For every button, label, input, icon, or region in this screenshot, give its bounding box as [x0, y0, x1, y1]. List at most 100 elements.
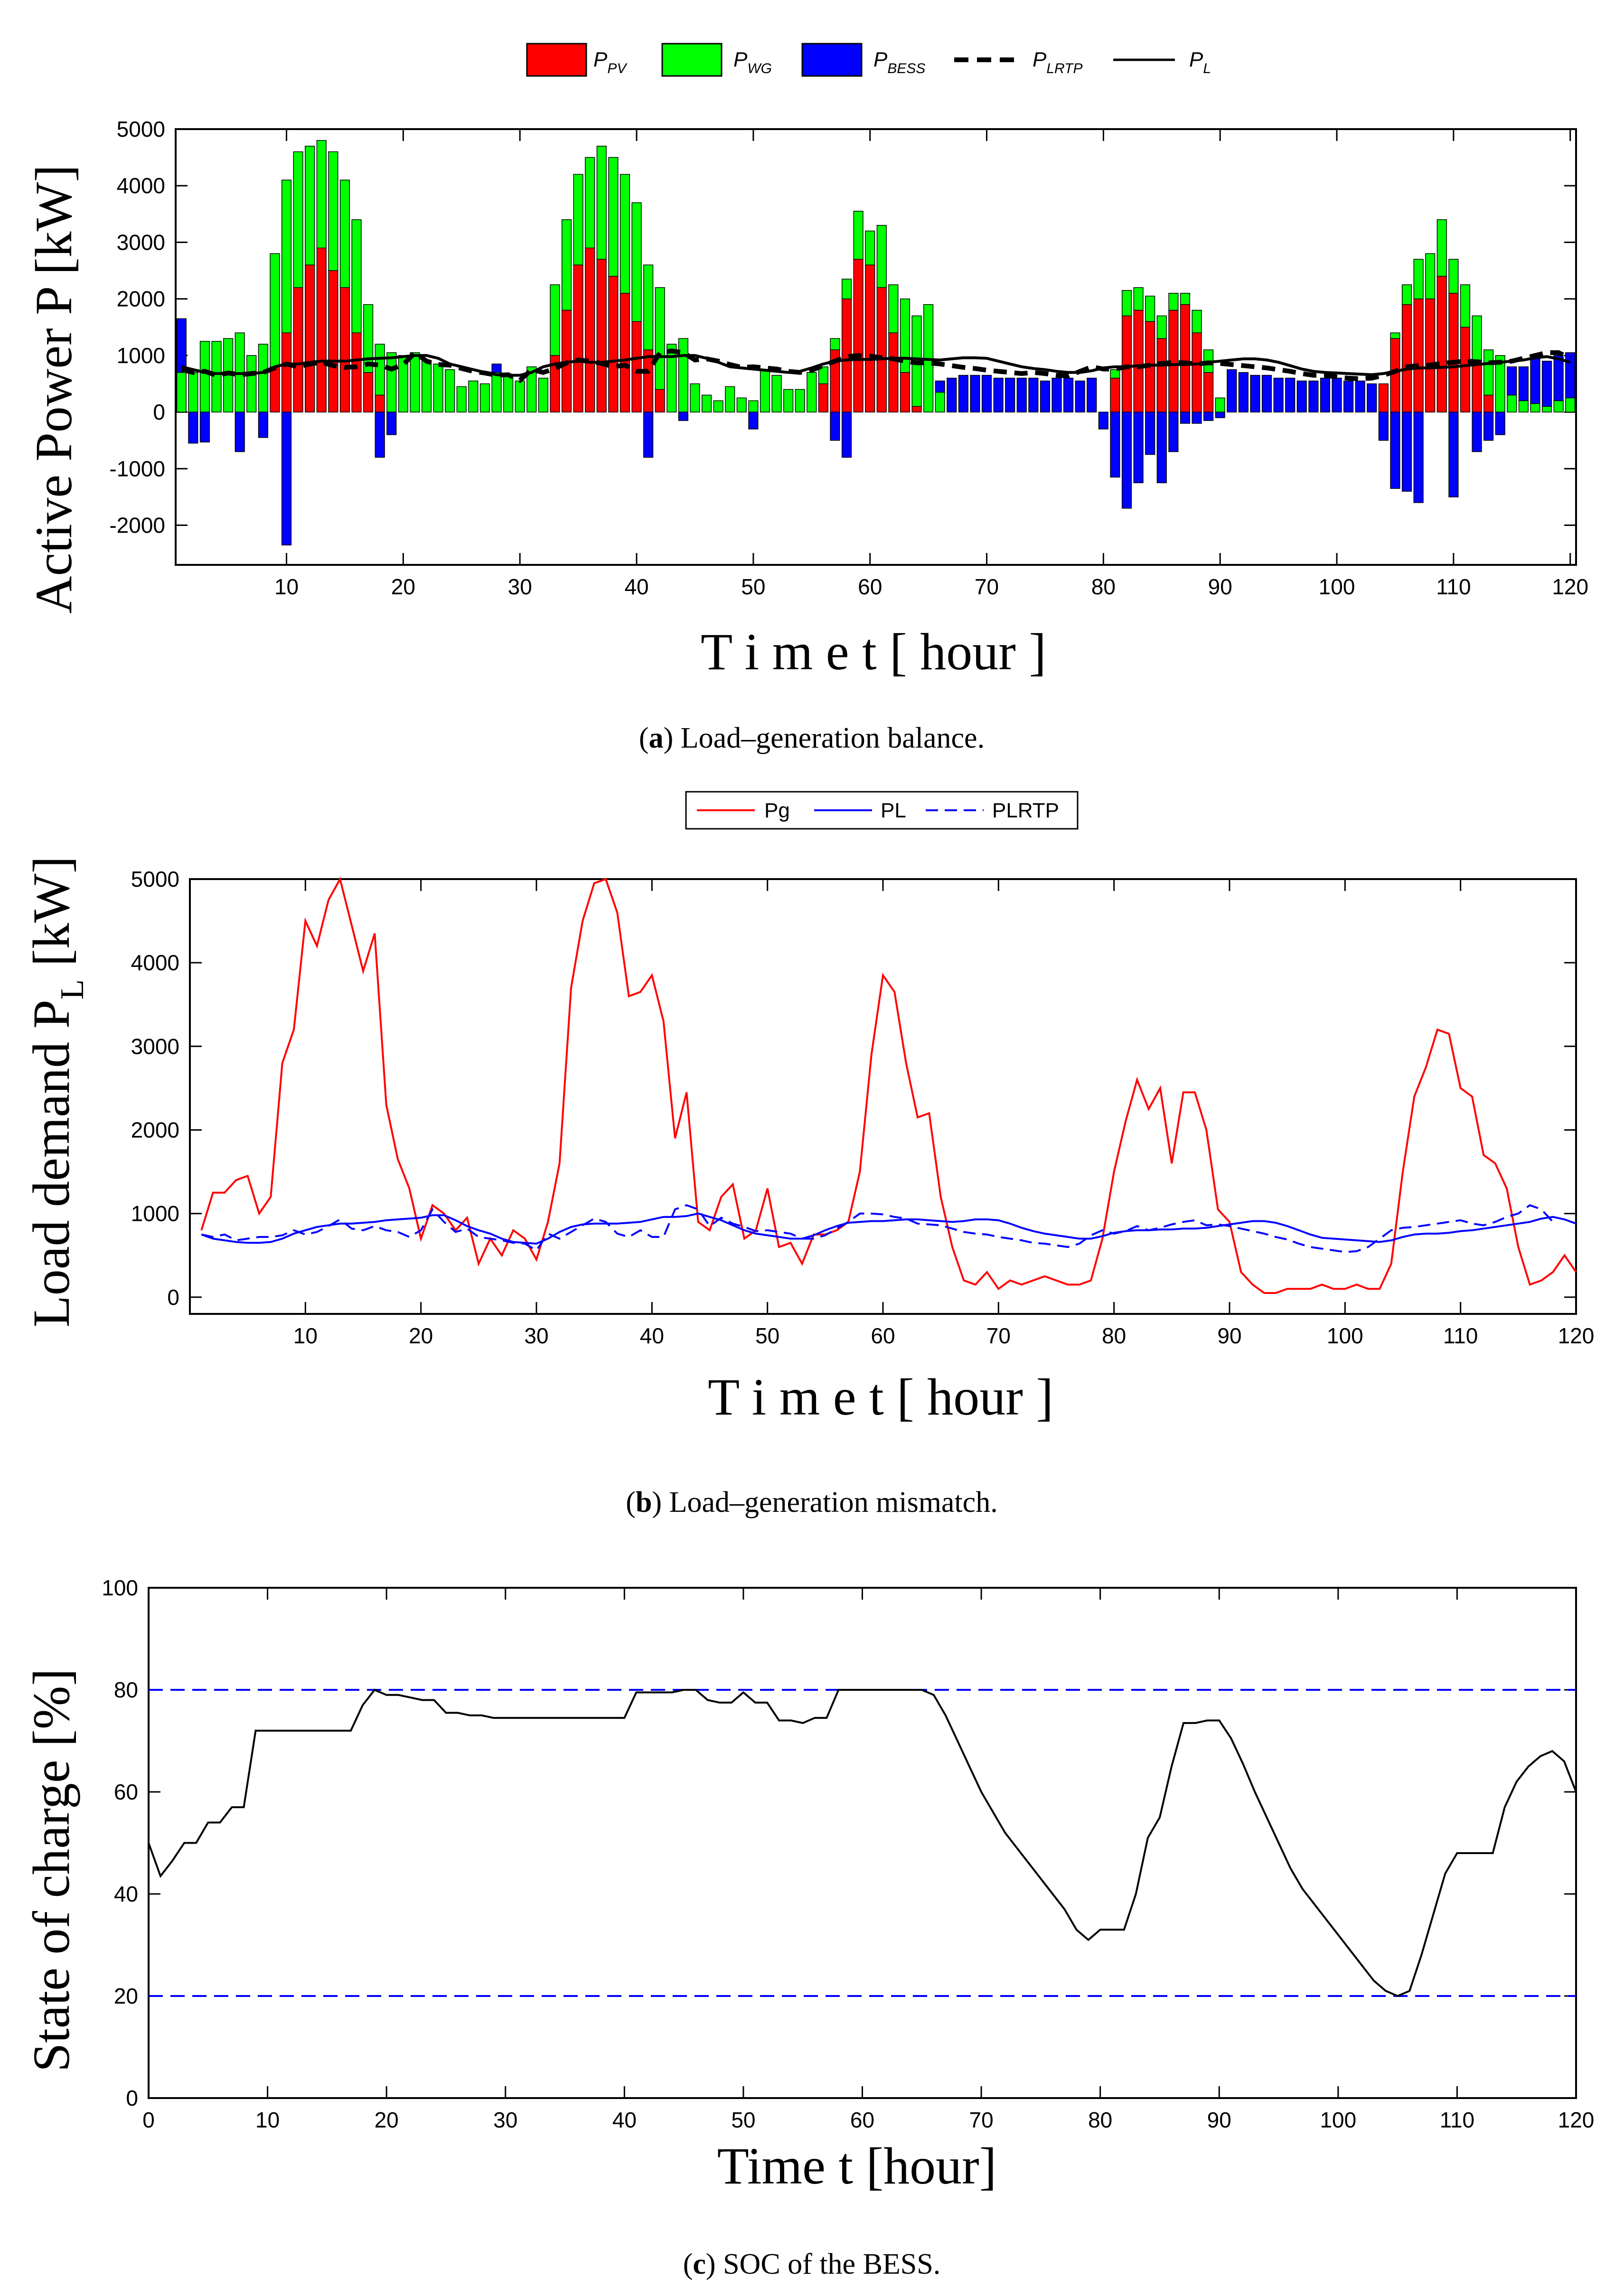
- bar-ppv: [1460, 327, 1471, 412]
- line-pg: [200, 876, 1577, 1294]
- bar-ppv: [1436, 276, 1447, 412]
- bar-pbess: [1565, 352, 1576, 399]
- panel-c: 0 20 40 60 80 100 0 10 20 30 40 50 60 70 80 90 100 110 120…: [22, 1575, 1594, 2280]
- bar-pwg: [736, 397, 747, 412]
- xtick-label-b: 10: [293, 1323, 318, 1348]
- xtick-label-b: 20: [409, 1323, 433, 1348]
- xtick-label-b: 30: [524, 1323, 548, 1348]
- bar-pbess: [1553, 355, 1564, 402]
- bar-pwg: [468, 380, 479, 412]
- bar-pbess: [176, 318, 187, 373]
- xtick-label-b: 80: [1102, 1323, 1126, 1348]
- bar-pbess: [1028, 377, 1039, 412]
- bar-ppv: [1472, 361, 1482, 412]
- legend-plrtp-b-label: PLRTP: [992, 799, 1059, 822]
- bar-ppv: [888, 332, 899, 412]
- bar-pwg: [620, 174, 630, 294]
- bar-pbess: [1250, 375, 1260, 412]
- ytick-label-a: 2000: [117, 287, 165, 311]
- bar-pbess: [281, 412, 292, 546]
- bar-pwg: [690, 383, 700, 412]
- bar-pwg: [433, 364, 443, 412]
- bar-pwg: [1553, 400, 1564, 412]
- xlabel-c: Time t [hour]: [717, 2137, 997, 2195]
- bar-pwg: [410, 352, 420, 412]
- bar-pwg: [1436, 219, 1447, 277]
- bar-pbess: [1040, 380, 1051, 412]
- bar-pwg: [725, 386, 735, 412]
- bar-pwg: [339, 179, 350, 288]
- bar-pbess: [678, 412, 688, 421]
- bar-pbess: [258, 412, 268, 438]
- bar-pwg: [841, 279, 852, 300]
- xtick-label-a: 30: [508, 574, 532, 599]
- legend-a: PPV PWG PBESS PLRTP PL: [526, 43, 1211, 77]
- bar-pwg: [783, 389, 794, 412]
- line-pl: [201, 1212, 1577, 1245]
- bar-pbess: [491, 364, 502, 373]
- bar-pwg: [281, 179, 292, 333]
- bar-ppv: [818, 383, 828, 412]
- bar-pwg: [515, 380, 525, 412]
- bar-pwg: [1460, 284, 1471, 328]
- ytick-label-a: 4000: [117, 173, 165, 198]
- xtick-label-a: 50: [741, 574, 765, 599]
- bar-pwg: [550, 284, 560, 356]
- bar-pbess: [1156, 412, 1167, 483]
- bar-pbess: [1098, 412, 1108, 430]
- xtick-label-b: 100: [1327, 1323, 1363, 1348]
- bar-pwg: [1541, 406, 1552, 412]
- xtick-label-a: 100: [1319, 574, 1355, 599]
- bar-ppv: [328, 270, 338, 412]
- bar-ppv: [316, 247, 327, 412]
- bar-pwg: [1180, 292, 1191, 305]
- bar-ppv: [911, 406, 922, 412]
- xtick-label-c: 10: [255, 2108, 280, 2132]
- legend-pl-b-label: PL: [881, 799, 906, 822]
- bar-pwg: [270, 253, 280, 367]
- xtick-label-b: 90: [1217, 1323, 1241, 1348]
- line-plrtp: [181, 348, 1571, 384]
- bar-pwg: [935, 392, 945, 412]
- caption-b: (b) Load–generation mismatch.: [626, 1486, 997, 1518]
- ytick-label-b: 2000: [131, 1117, 179, 1142]
- bar-pwg: [853, 211, 864, 260]
- bar-pbess: [1332, 377, 1342, 412]
- bar-pwg: [678, 338, 688, 412]
- xtick-label-b: 110: [1443, 1323, 1478, 1348]
- xlabel-a: T i m e t [ hour ]: [701, 623, 1046, 681]
- bar-ppv: [293, 287, 303, 412]
- bar-pwg: [1133, 287, 1144, 311]
- bar-pbess: [1180, 412, 1191, 424]
- ytick-label-a: 5000: [117, 117, 165, 141]
- xtick-label-b: 50: [755, 1323, 779, 1348]
- xtick-label-b: 40: [640, 1323, 664, 1348]
- bar-ppv: [643, 349, 654, 412]
- bar-pbess: [375, 412, 385, 458]
- ytick-label-c: 20: [114, 1984, 138, 2008]
- bar-pbess: [1296, 380, 1307, 412]
- bar-pwg: [293, 151, 303, 288]
- xtick-label-a: 60: [858, 574, 882, 599]
- bar-pwg: [1530, 403, 1540, 412]
- bar-pbess: [1530, 358, 1540, 404]
- bar-pwg: [328, 151, 338, 271]
- bar-pbess: [830, 412, 840, 441]
- bar-pbess: [643, 412, 654, 458]
- xtick-label-c: 30: [493, 2108, 517, 2132]
- ytick-label-b: 0: [167, 1285, 179, 1310]
- bar-pbess: [1261, 375, 1272, 412]
- bar-pbess: [1320, 377, 1331, 412]
- ylabel-a: Active Power P [kW]: [25, 165, 83, 614]
- bar-pwg: [375, 344, 385, 396]
- caption-a: (a) Load–generation balance.: [639, 722, 985, 754]
- bar-pbess: [1192, 412, 1202, 424]
- bar-pbess: [1390, 412, 1400, 489]
- plot-area-b: 0 1000 2000 3000 4000 5000 10 20 30 40 50 60 70 80 90 1…: [131, 867, 1595, 1348]
- axes-frame-c: [148, 1587, 1577, 2099]
- xlabel-b: T i m e t [ hour ]: [708, 1368, 1053, 1426]
- bar-pbess: [1518, 366, 1529, 402]
- bar-pwg: [760, 369, 770, 412]
- bar-pbess: [970, 375, 980, 412]
- bar-pwg: [1145, 295, 1155, 322]
